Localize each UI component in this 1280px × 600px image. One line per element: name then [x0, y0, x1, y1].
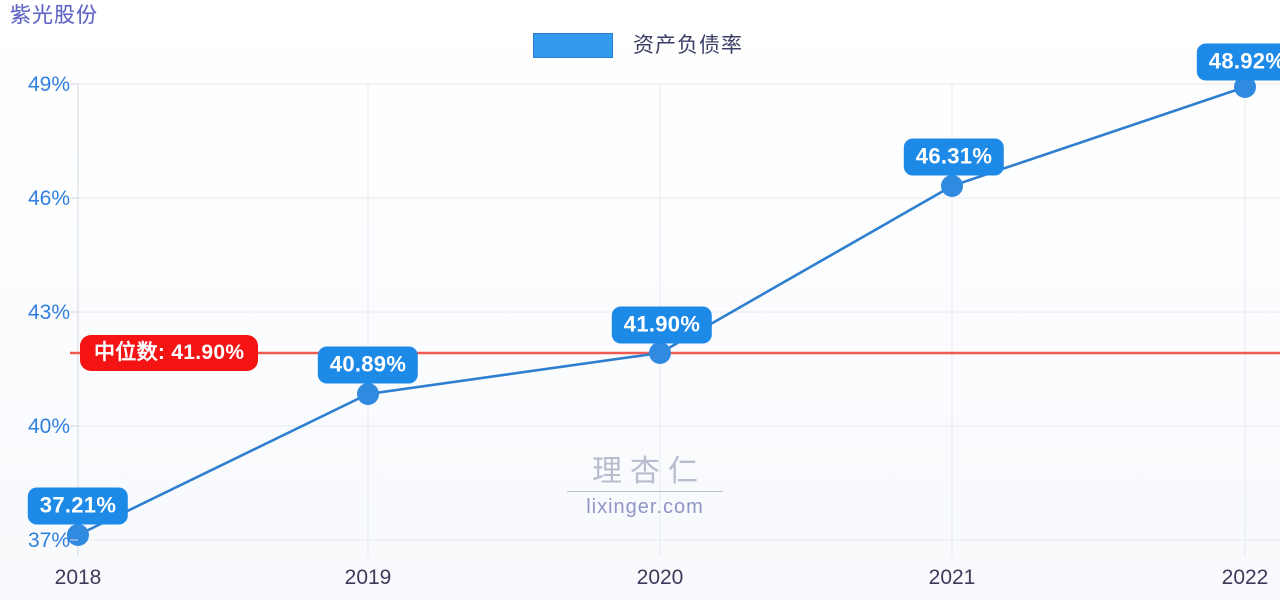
series-markers [67, 76, 1256, 546]
legend-label-asset-liability-ratio: 资产负债率 [633, 33, 743, 57]
y-axis-labels: 49% 46% 43% 40% 37% [0, 0, 70, 600]
data-label-2021: 46.31% [903, 138, 1005, 176]
x-tick-2018: 2018 [54, 566, 102, 589]
y-tick-37: 37% [27, 529, 70, 552]
chart-title: 紫光股份 [10, 4, 98, 27]
legend-swatch-asset-liability-ratio[interactable] [533, 33, 613, 58]
data-label-2022: 48.92% [1196, 43, 1280, 81]
watermark: 理杏仁 lixinger.com [565, 455, 725, 518]
y-tick-40: 40% [27, 415, 70, 438]
data-label-2018: 37.21% [27, 487, 129, 525]
y-tick-46: 46% [27, 187, 70, 210]
data-point-2021[interactable] [941, 175, 963, 197]
chart-legend: 资产负债率 [533, 33, 743, 58]
data-label-2019: 40.89% [317, 346, 419, 384]
watermark-divider [567, 491, 723, 492]
data-point-2019[interactable] [357, 383, 379, 405]
data-point-2018[interactable] [67, 524, 89, 546]
watermark-cn-text: 理杏仁 [592, 455, 706, 488]
x-tick-2021: 2021 [928, 566, 976, 589]
y-tick-49: 49% [27, 73, 70, 96]
watermark-en-text: lixinger.com [586, 496, 704, 518]
data-point-2020[interactable] [649, 342, 671, 364]
y-tick-43: 43% [27, 301, 70, 324]
median-value-badge: 中位数: 41.90% [80, 335, 259, 371]
data-point-2022[interactable] [1234, 76, 1256, 98]
x-tick-2022: 2022 [1221, 566, 1269, 589]
y-axis-tick-marks [70, 83, 78, 541]
x-tick-2019: 2019 [344, 566, 392, 589]
vertical-gridlines [77, 84, 1246, 556]
data-label-2020: 41.90% [611, 306, 713, 344]
x-tick-2020: 2020 [636, 566, 684, 589]
